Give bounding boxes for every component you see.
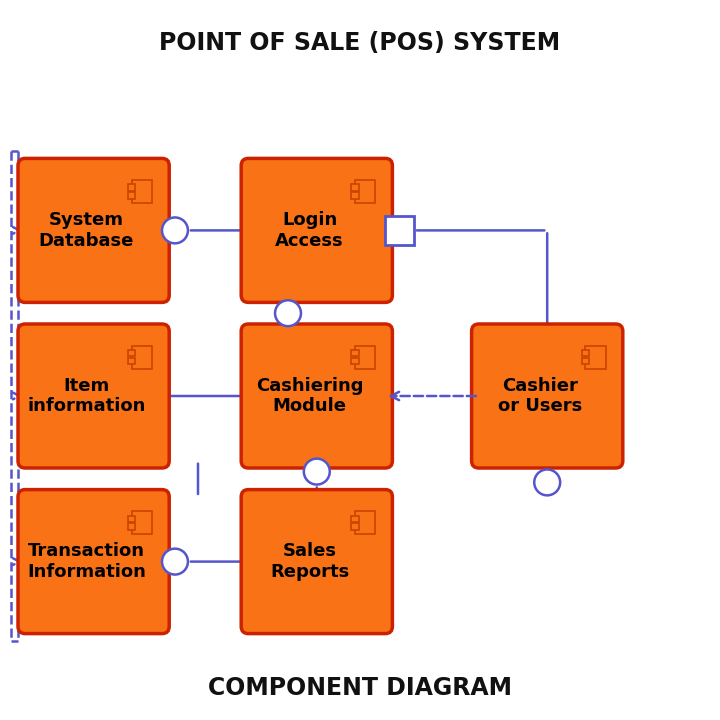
FancyBboxPatch shape (351, 350, 359, 356)
FancyBboxPatch shape (351, 358, 359, 364)
Circle shape (534, 469, 560, 495)
Circle shape (162, 217, 188, 243)
Circle shape (304, 459, 330, 485)
FancyBboxPatch shape (351, 184, 359, 191)
Circle shape (275, 300, 301, 326)
Circle shape (162, 549, 188, 575)
FancyBboxPatch shape (351, 523, 359, 530)
FancyBboxPatch shape (128, 523, 135, 530)
FancyBboxPatch shape (128, 516, 135, 522)
FancyBboxPatch shape (351, 516, 359, 522)
Bar (385, 216, 414, 245)
FancyBboxPatch shape (241, 158, 392, 302)
Text: Login
Access: Login Access (275, 211, 344, 250)
Text: Cashiering
Module: Cashiering Module (256, 377, 364, 415)
FancyBboxPatch shape (18, 490, 169, 634)
FancyBboxPatch shape (18, 158, 169, 302)
FancyBboxPatch shape (128, 192, 135, 199)
FancyBboxPatch shape (582, 358, 589, 364)
FancyBboxPatch shape (128, 358, 135, 364)
Text: Sales
Reports: Sales Reports (270, 542, 349, 581)
FancyBboxPatch shape (128, 184, 135, 191)
FancyBboxPatch shape (582, 350, 589, 356)
Text: Item
information: Item information (27, 377, 145, 415)
FancyBboxPatch shape (18, 324, 169, 468)
FancyBboxPatch shape (241, 490, 392, 634)
FancyBboxPatch shape (241, 324, 392, 468)
FancyBboxPatch shape (128, 350, 135, 356)
Text: Cashier
or Users: Cashier or Users (498, 377, 582, 415)
FancyBboxPatch shape (472, 324, 623, 468)
Text: Transaction
Information: Transaction Information (27, 542, 146, 581)
Text: POINT OF SALE (POS) SYSTEM: POINT OF SALE (POS) SYSTEM (159, 31, 561, 55)
Text: System
Database: System Database (39, 211, 134, 250)
Text: COMPONENT DIAGRAM: COMPONENT DIAGRAM (208, 675, 512, 700)
FancyBboxPatch shape (351, 192, 359, 199)
